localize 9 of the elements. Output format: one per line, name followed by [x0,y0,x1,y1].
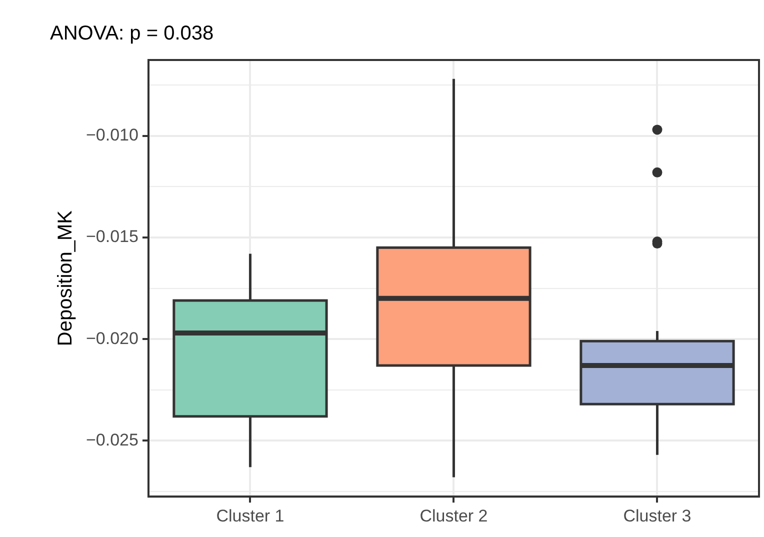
x-tick-label: Cluster 1 [216,506,284,526]
y-axis-title: Deposition_MK [54,210,77,346]
x-tick-label: Cluster 2 [420,506,488,526]
y-tick-label: −0.020 [86,328,138,348]
y-tick-label: −0.015 [86,227,138,246]
y-tick-label: −0.025 [86,430,138,450]
chart-title: ANOVA: p = 0.038 [50,22,214,45]
y-tick-label: −0.010 [86,126,138,145]
x-tick-label: Cluster 3 [623,506,692,526]
